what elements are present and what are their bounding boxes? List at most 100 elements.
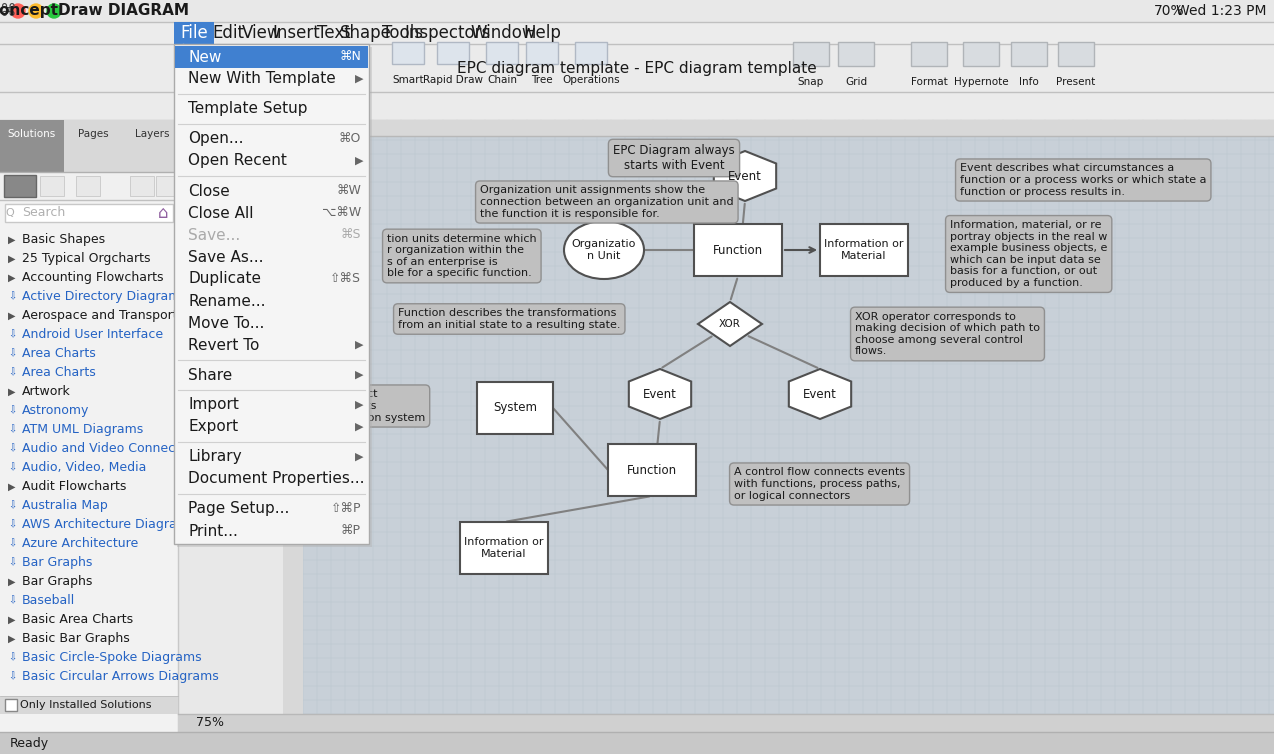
Text: Event: Event (643, 388, 676, 400)
Text: Q: Q (5, 208, 14, 218)
Text: ▶: ▶ (354, 340, 363, 350)
Text: Area Charts: Area Charts (22, 347, 96, 360)
Text: New With Template: New With Template (189, 72, 336, 87)
Text: Format: Format (911, 77, 948, 87)
Bar (0, 44, 1274, 92)
Text: Pages: Pages (78, 129, 108, 139)
Text: Import: Import (189, 397, 240, 412)
Text: Window: Window (470, 24, 536, 42)
Text: ConceptDraw DIAGRAM: ConceptDraw DIAGRAM (0, 4, 190, 19)
Text: Basic Shapes: Basic Shapes (22, 233, 106, 246)
Text: Event: Event (727, 170, 762, 182)
Ellipse shape (205, 352, 256, 412)
Bar (0, 120, 64, 172)
Text: ⇩: ⇩ (8, 652, 17, 663)
Bar (76, 176, 99, 196)
Text: New: New (189, 50, 222, 65)
Text: Library: Library (189, 449, 242, 464)
Text: ⇩: ⇩ (8, 348, 17, 358)
Text: Insert: Insert (273, 24, 320, 42)
Text: Basic Circular Arrows Diagrams: Basic Circular Arrows Diagrams (22, 670, 219, 683)
Text: ⇩: ⇩ (8, 367, 17, 378)
Bar (0, 120, 178, 172)
Text: ⇩: ⇩ (8, 292, 17, 302)
Text: OR operator: OR operator (195, 335, 266, 348)
Text: Move To...: Move To... (189, 315, 265, 330)
Text: ⇩: ⇩ (8, 462, 17, 473)
Bar (694, 224, 782, 276)
Circle shape (11, 4, 25, 18)
Text: Close All: Close All (189, 206, 254, 220)
Text: Function describes the transformations
from an initial state to a resulting stat: Function describes the transformations f… (397, 308, 620, 329)
Text: Template Setup: Template Setup (189, 102, 307, 117)
Text: ⌘W: ⌘W (336, 185, 361, 198)
Text: ▶: ▶ (354, 422, 363, 432)
Bar (575, 42, 606, 64)
Text: System: System (493, 401, 538, 415)
Bar (0, 92, 1274, 120)
Text: Search: Search (22, 207, 65, 219)
Text: Azure Architecture: Azure Architecture (22, 537, 139, 550)
Text: Basic Area Charts: Basic Area Charts (22, 613, 132, 626)
Text: Grid: Grid (845, 77, 868, 87)
Text: ⌘O: ⌘O (339, 133, 361, 146)
Text: Rename...: Rename... (189, 293, 265, 308)
Bar (820, 224, 908, 276)
Bar (0, 732, 1274, 754)
Circle shape (47, 4, 61, 18)
Text: EPC diagram template - EPC diagram template: EPC diagram template - EPC diagram templ… (457, 60, 817, 75)
Text: Present: Present (1056, 77, 1096, 87)
Text: Tree: Tree (531, 75, 553, 85)
Text: Duplicate: Duplicate (189, 271, 261, 287)
Polygon shape (698, 302, 762, 346)
Text: Information, material, or re
portray objects in the real w
example business obje: Information, material, or re portray obj… (950, 220, 1107, 288)
Text: Shape: Shape (340, 24, 392, 42)
Text: ⇩: ⇩ (8, 557, 17, 568)
Bar (792, 42, 829, 66)
Text: ▶: ▶ (354, 370, 363, 380)
Text: Rapid Draw: Rapid Draw (423, 75, 483, 85)
Text: Audio and Video Connectors: Audio and Video Connectors (22, 442, 199, 455)
Text: Info: Info (1019, 77, 1038, 87)
Text: ⇩: ⇩ (8, 329, 17, 339)
Text: This object
represents
information system: This object represents information syste… (317, 389, 426, 422)
Bar (130, 176, 154, 196)
Text: Save As...: Save As... (189, 250, 264, 265)
Text: ▶: ▶ (354, 452, 363, 462)
Text: ▶: ▶ (8, 482, 15, 492)
Text: Artwork: Artwork (22, 385, 71, 398)
Bar (460, 522, 548, 574)
Text: Help: Help (524, 24, 561, 42)
Text: Layers: Layers (135, 129, 169, 139)
Text: Australia Map: Australia Map (22, 499, 108, 512)
Bar (175, 22, 214, 44)
Text: Chain: Chain (487, 75, 517, 85)
Text: Only Installed Solutions: Only Installed Solutions (20, 700, 152, 710)
Text: Baseball: Baseball (22, 594, 75, 607)
Text: Close: Close (189, 183, 229, 198)
Bar (177, 47, 372, 547)
Text: Information or
Material: Information or Material (824, 239, 903, 261)
Text: ▶: ▶ (354, 74, 363, 84)
Bar (608, 444, 696, 496)
Text: Open...: Open... (189, 131, 243, 146)
Bar (392, 42, 424, 64)
Text: 25 Typical Orgcharts: 25 Typical Orgcharts (22, 252, 150, 265)
Text: Bar Graphs: Bar Graphs (22, 556, 93, 569)
Circle shape (203, 259, 259, 315)
Text: Open Recent: Open Recent (189, 154, 287, 168)
Text: Function: Function (627, 464, 676, 477)
Text: ▶: ▶ (8, 387, 15, 397)
Bar (437, 42, 469, 64)
Text: ▶: ▶ (8, 253, 15, 263)
Text: Function: Function (713, 244, 763, 256)
Bar (838, 42, 874, 66)
Text: 70%: 70% (1154, 4, 1185, 18)
Bar (175, 46, 368, 68)
Polygon shape (713, 151, 776, 201)
Text: Basic Circle-Spoke Diagrams: Basic Circle-Spoke Diagrams (22, 651, 201, 664)
Text: XOR operator corresponds to
making decision of which path to
choose among severa: XOR operator corresponds to making decis… (855, 311, 1040, 357)
Text: ⇩: ⇩ (8, 443, 17, 453)
Text: ⌘: ⌘ (0, 2, 17, 20)
Bar (175, 44, 369, 544)
